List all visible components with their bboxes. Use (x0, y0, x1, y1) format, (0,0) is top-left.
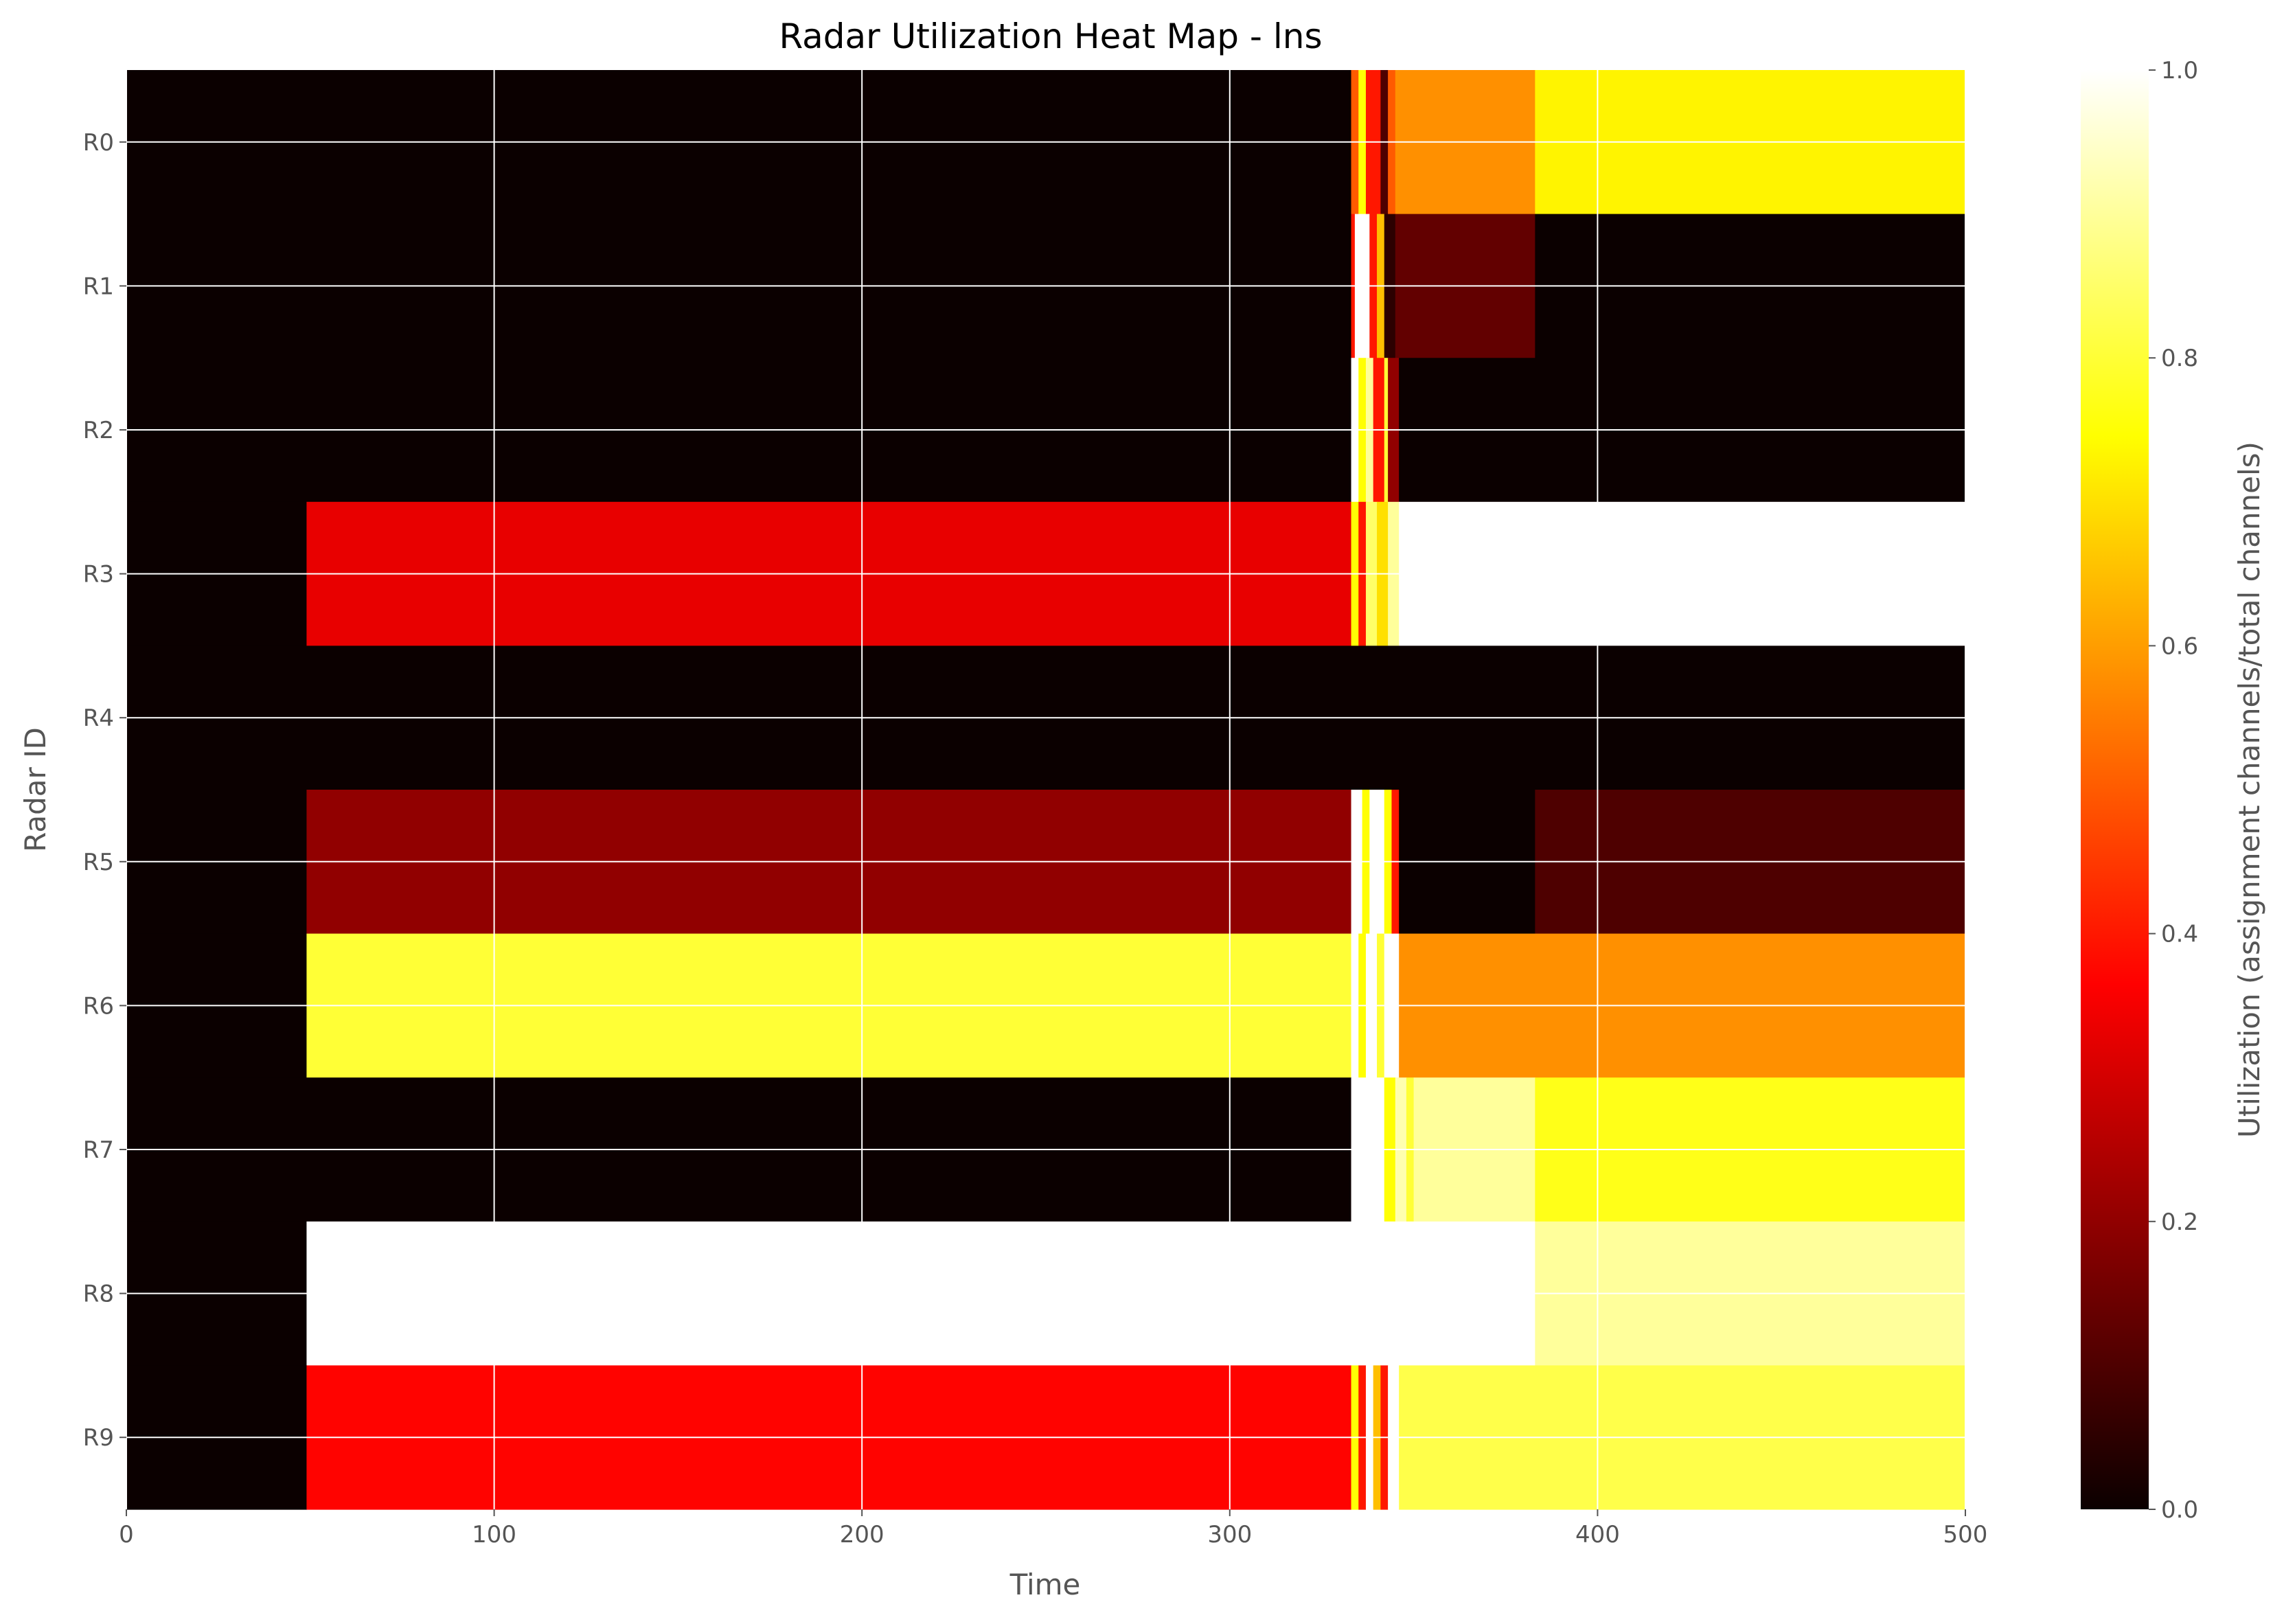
y-axis-label: Radar ID (19, 727, 52, 852)
colorbar-tick-label: 1.0 (2161, 57, 2198, 84)
y-tick-label: R8 (83, 1281, 114, 1308)
colorbar-ticks: 0.0 0.2 0.4 0.6 0.8 1.0 (2149, 57, 2198, 1524)
colorbar (2081, 70, 2149, 1509)
colorbar-tick-label: 0.4 (2161, 921, 2198, 948)
y-tick-label: R9 (83, 1424, 114, 1452)
x-tick-label: 400 (1575, 1521, 1620, 1548)
y-tick-label: R3 (83, 561, 114, 588)
x-tick-label: 500 (1943, 1521, 1988, 1548)
y-tick-label: R4 (83, 705, 114, 732)
x-tick-label: 0 (119, 1521, 134, 1548)
chart-title: Radar Utilization Heat Map - lns (779, 16, 1322, 56)
colorbar-tick-label: 0.6 (2161, 632, 2198, 660)
y-tick-label: R7 (83, 1136, 114, 1164)
y-axis-ticks: R0 R1 R2 R3 R4 R5 R6 R7 R8 R9 (83, 129, 126, 1452)
y-tick-label: R6 (83, 992, 114, 1020)
colorbar-tick-label: 0.2 (2161, 1209, 2198, 1236)
colorbar-tick-label: 0.8 (2161, 345, 2198, 372)
x-tick-label: 200 (840, 1521, 884, 1548)
x-tick-label: 100 (472, 1521, 516, 1548)
colorbar-label: Utilization (assignment channels/total c… (2232, 442, 2266, 1138)
colorbar-tick-label: 0.0 (2161, 1496, 2198, 1524)
y-tick-label: R1 (83, 273, 114, 300)
y-tick-label: R5 (83, 849, 114, 876)
x-tick-label: 300 (1207, 1521, 1252, 1548)
x-axis-label: Time (1009, 1568, 1081, 1601)
grid-lines (126, 70, 1966, 1509)
y-tick-label: R2 (83, 417, 114, 444)
x-axis-ticks: 0 100 200 300 400 500 (119, 1509, 1987, 1548)
y-tick-label: R0 (83, 129, 114, 157)
